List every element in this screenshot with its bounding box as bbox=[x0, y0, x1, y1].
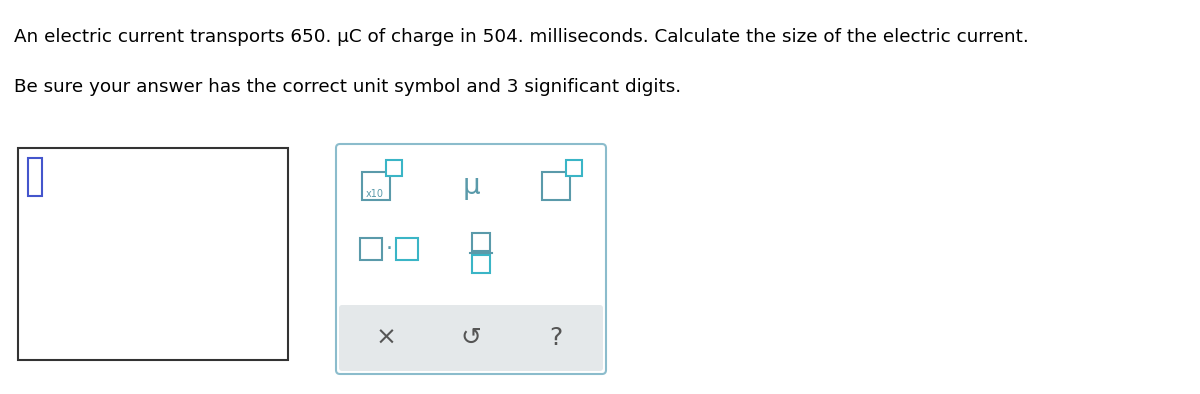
Bar bbox=[18, 148, 288, 360]
Bar bbox=[542, 172, 570, 200]
FancyBboxPatch shape bbox=[340, 305, 604, 371]
Bar bbox=[566, 160, 582, 176]
Bar bbox=[396, 238, 418, 260]
FancyBboxPatch shape bbox=[336, 144, 606, 374]
Bar bbox=[28, 158, 42, 196]
Text: Be sure your answer has the correct unit symbol and 3 significant digits.: Be sure your answer has the correct unit… bbox=[14, 78, 682, 96]
Bar bbox=[362, 172, 390, 200]
Bar bbox=[386, 160, 402, 176]
Bar bbox=[360, 238, 382, 260]
Text: ?: ? bbox=[550, 326, 563, 350]
Bar bbox=[472, 233, 490, 251]
Text: ×: × bbox=[376, 326, 396, 350]
Text: ↺: ↺ bbox=[461, 326, 481, 350]
Text: μ: μ bbox=[462, 172, 480, 200]
Text: x10: x10 bbox=[366, 189, 384, 199]
Text: ·: · bbox=[385, 239, 392, 259]
Text: An electric current transports 650. μC of charge in 504. milliseconds. Calculate: An electric current transports 650. μC o… bbox=[14, 28, 1028, 46]
Bar bbox=[472, 255, 490, 273]
